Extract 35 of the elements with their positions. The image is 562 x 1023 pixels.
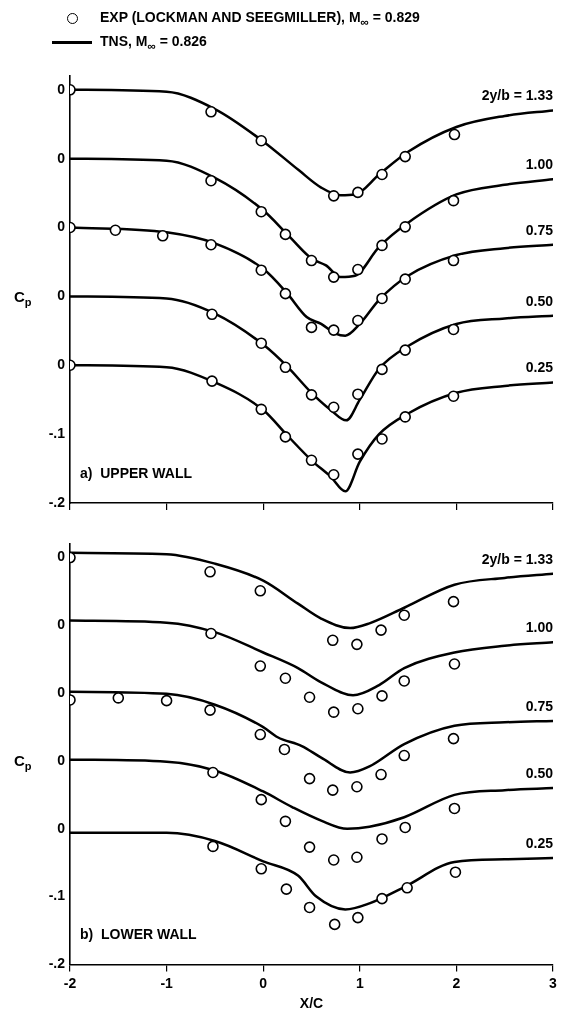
x-tick-label: -2 [63,974,77,991]
annotation: 0.75 [525,221,554,238]
y-tick-label: 0 [57,149,66,166]
y-tick-label: 0 [57,548,66,565]
legend-label: EXP (LOCKMAN AND SEEGMILLER), M$_{∞}$ = 0.829 [100,8,420,28]
x-tick-label: 3 [549,974,558,991]
annotation: 1.00 [525,156,554,173]
annotation: b) LOWER WALL [80,926,198,943]
annotation: 1.00 [525,619,554,636]
y-tick-label: 0 [57,287,66,304]
y-tick-label: 0 [57,684,66,701]
annotation: 0.50 [525,292,554,309]
annotation: 0.75 [525,697,554,714]
y-tick-label: 0 [57,819,66,836]
annotation: 0.25 [525,359,554,376]
x-tick-label: -1 [160,974,174,991]
x-tick-label: 1 [355,974,364,991]
y-tick-label: 0 [57,751,66,768]
y-tick-label: 0 [57,616,66,633]
y-tick-label: -.2 [48,493,66,510]
x-tick-label: 0 [259,974,268,991]
y-tick-label: -.1 [48,887,66,904]
x-tick-label: 2 [452,974,461,991]
legend-label: TNS, M$_{∞}$ = 0.826 [100,32,207,52]
y-tick-label: -.1 [48,424,66,441]
x-axis-title: X/C [299,995,324,1012]
annotation: 0.25 [525,834,554,851]
annotation: 0.50 [525,764,554,781]
y-tick-label: 0 [57,80,66,97]
annotation: a) UPPER WALL [80,464,193,481]
annotation: 2y/b = 1.33 [481,550,554,567]
y-tick-label: 0 [57,356,66,373]
y-tick-label: 0 [57,218,66,235]
annotation: 2y/b = 1.33 [481,87,554,104]
y-tick-label: -.2 [48,955,66,972]
